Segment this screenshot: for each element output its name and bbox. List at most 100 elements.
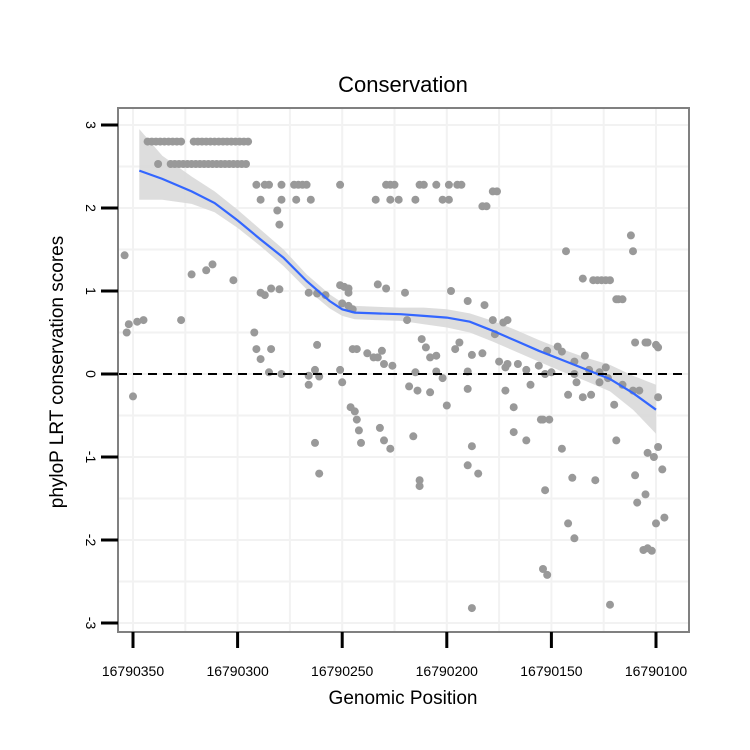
data-point (591, 476, 600, 485)
data-point (267, 284, 276, 293)
data-point (256, 195, 265, 204)
data-point (311, 438, 319, 447)
data-points (120, 137, 669, 613)
data-point (641, 490, 650, 499)
data-point (373, 280, 382, 289)
data-point (352, 415, 361, 424)
data-point (447, 287, 455, 295)
data-point (315, 469, 324, 478)
data-point (371, 195, 380, 204)
x-tick-label: 16790300 (206, 663, 269, 679)
data-point (601, 363, 610, 372)
data-point (208, 260, 217, 269)
y-tick-label: -1 (83, 451, 99, 464)
data-point (606, 276, 614, 285)
data-point (177, 137, 186, 146)
data-point (415, 482, 424, 491)
data-point (344, 288, 353, 297)
data-point (562, 247, 570, 256)
data-point (386, 444, 395, 453)
x-tick-label: 16790350 (102, 663, 165, 679)
data-point (660, 513, 669, 522)
data-point (463, 384, 472, 393)
y-axis-ticks: -3 -2 -1 0 1 2 3 (83, 121, 118, 629)
data-point (388, 361, 397, 370)
y-axis-title: phyloP LRT conservation scores (47, 236, 68, 509)
data-point (501, 386, 510, 395)
data-point (380, 360, 388, 368)
data-point (495, 357, 504, 366)
data-point (522, 365, 531, 374)
data-point (133, 317, 142, 326)
data-point (612, 436, 621, 445)
data-point (541, 486, 550, 495)
data-point (503, 316, 512, 325)
data-point (338, 299, 347, 308)
data-point (557, 347, 566, 356)
data-point (635, 386, 644, 395)
data-point (467, 350, 476, 359)
data-point (292, 195, 301, 204)
data-point (426, 353, 435, 362)
data-point (564, 519, 573, 528)
data-point (534, 361, 543, 370)
data-point (354, 426, 363, 435)
data-point (606, 600, 614, 609)
data-point (405, 382, 414, 391)
data-point (438, 374, 447, 383)
data-point (273, 206, 282, 215)
data-point (277, 195, 286, 204)
data-point (658, 465, 667, 474)
data-point (629, 247, 637, 256)
data-point (357, 438, 365, 447)
data-point (256, 355, 265, 364)
data-point (265, 180, 273, 189)
data-point (570, 534, 579, 543)
data-point (457, 180, 466, 189)
data-point (267, 345, 276, 354)
data-point (386, 195, 395, 204)
data-point (252, 345, 261, 354)
data-point (455, 338, 464, 347)
data-point (244, 137, 253, 146)
data-point (415, 476, 424, 485)
data-point (547, 368, 556, 377)
data-point (390, 180, 399, 189)
data-point (419, 180, 428, 189)
data-point (463, 461, 472, 470)
data-point (260, 291, 269, 300)
data-point (654, 343, 663, 352)
x-axis-title: Genomic Position (329, 688, 478, 709)
x-tick-label: 16790100 (625, 663, 688, 679)
data-point (513, 360, 522, 368)
data-point (426, 388, 435, 397)
data-point (122, 328, 131, 337)
data-point (304, 380, 313, 389)
data-point (302, 180, 311, 189)
y-tick-label: -2 (83, 534, 99, 547)
data-point (438, 195, 447, 204)
data-point (578, 274, 587, 283)
data-point (432, 351, 441, 360)
data-point (493, 187, 501, 196)
data-point (545, 415, 554, 424)
data-point (432, 180, 441, 189)
data-point (643, 448, 652, 457)
y-tick-label: 1 (83, 287, 99, 295)
data-point (411, 195, 420, 204)
data-point (401, 288, 409, 297)
data-point (380, 436, 388, 445)
data-point (631, 338, 640, 347)
data-point (250, 328, 259, 337)
data-point (394, 195, 403, 204)
data-point (626, 231, 635, 240)
x-tick-label: 16790250 (311, 663, 374, 679)
data-point (373, 353, 382, 362)
data-point (652, 519, 660, 528)
data-point (526, 380, 535, 389)
data-point (417, 335, 426, 344)
smooth-line (138, 169, 657, 411)
data-point (580, 351, 589, 360)
y-tick-label: 0 (83, 370, 99, 378)
